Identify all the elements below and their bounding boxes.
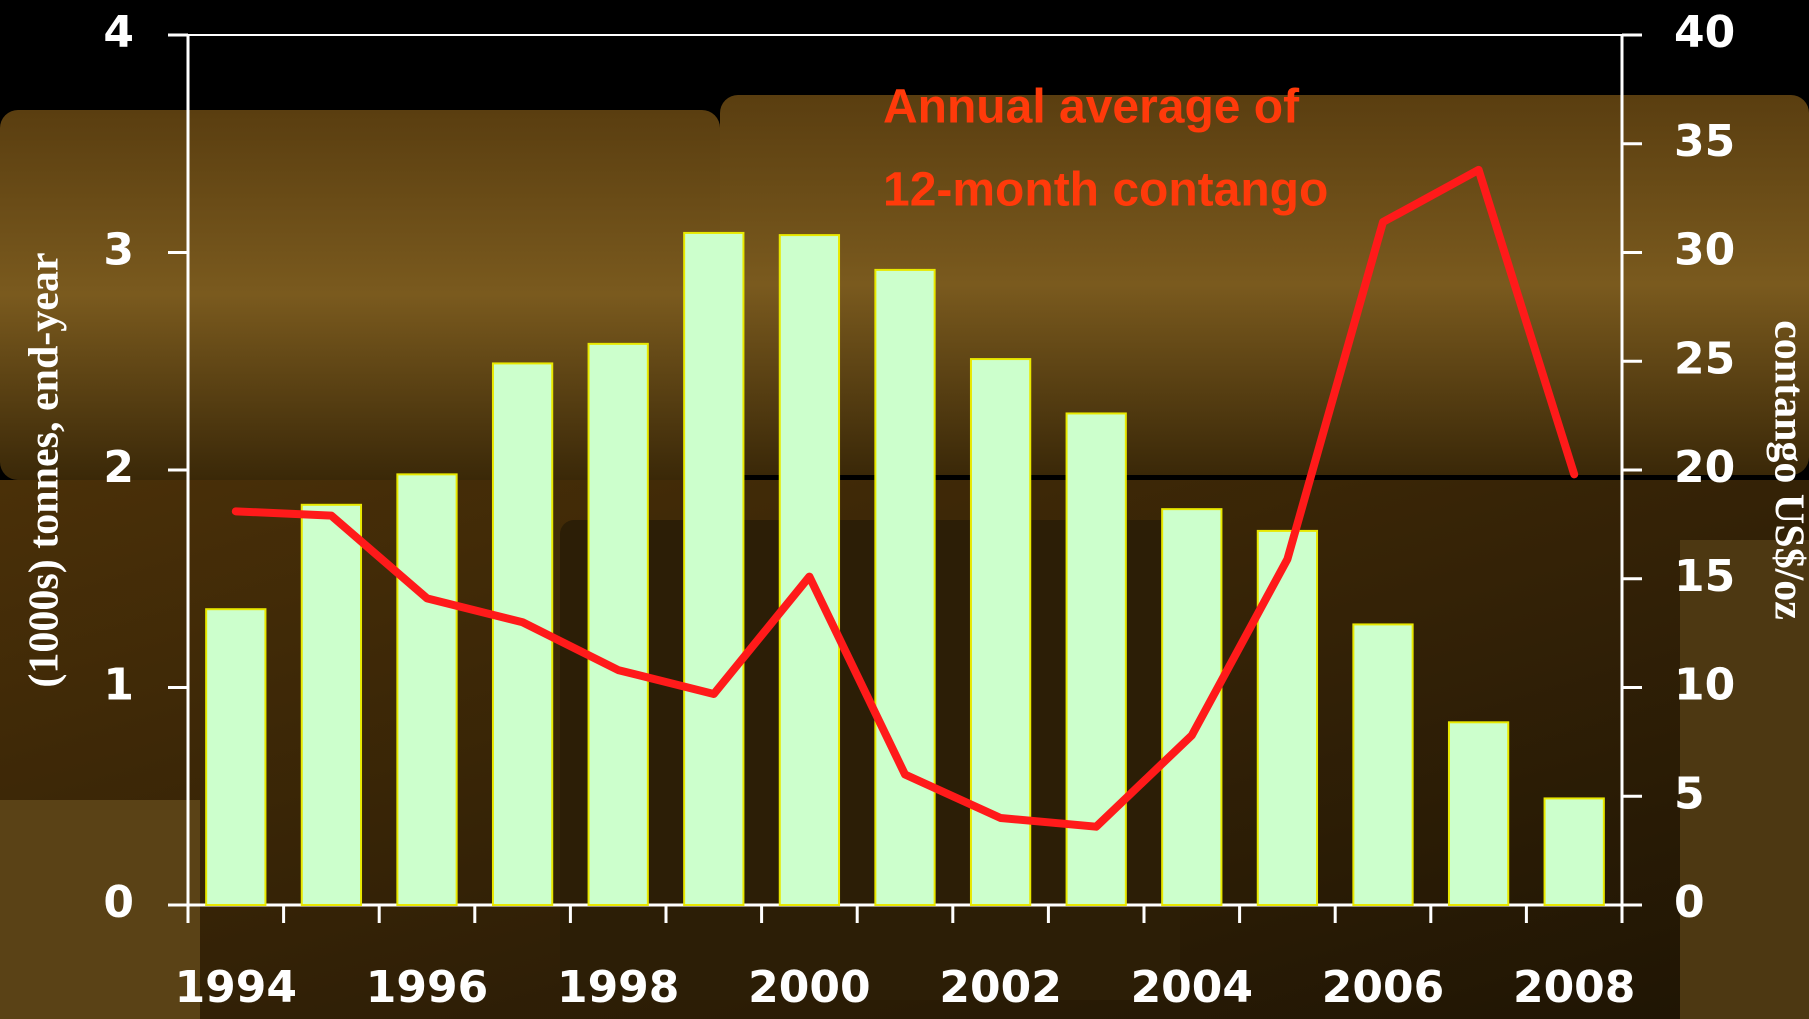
bar: [396, 473, 458, 906]
x-tick-label: 2004: [1131, 962, 1253, 1013]
y-tick-label: 3: [103, 225, 134, 276]
bar: [1543, 797, 1605, 906]
y-tick-label: 0: [103, 877, 134, 928]
bar: [205, 608, 267, 906]
bar: [683, 231, 745, 907]
x-tick-label: 1996: [366, 962, 488, 1013]
y2-tick-label: 40: [1674, 7, 1735, 58]
y2-tick-label: 5: [1674, 768, 1705, 819]
x-tick-label: 2002: [939, 962, 1061, 1013]
bar: [874, 268, 936, 906]
line: [231, 165, 1579, 831]
bar: [1447, 721, 1510, 906]
annotation: 12-month contango: [883, 164, 1328, 217]
y-tick-label: 2: [103, 442, 134, 493]
y2-tick-label: 30: [1674, 225, 1735, 276]
y2-tick-label: 35: [1674, 116, 1735, 167]
x-tick-label: 2006: [1322, 962, 1444, 1013]
annotation: Annual average of: [883, 81, 1300, 134]
y2-tick-label: 20: [1674, 442, 1735, 493]
y2-axis-title: contango US$/oz: [1765, 320, 1809, 620]
y-axis-title: (1000s) tonnes, end-year: [22, 252, 68, 687]
bar: [1161, 508, 1223, 906]
x-tick-label: 2000: [748, 962, 870, 1013]
bar: [1065, 412, 1127, 906]
x-tick-label: 2008: [1513, 962, 1635, 1013]
bar: [1352, 623, 1414, 906]
bar: [1256, 529, 1319, 907]
x-tick-label: 1994: [175, 962, 297, 1013]
y2-tick-label: 15: [1674, 551, 1735, 602]
y2-tick-label: 10: [1674, 660, 1735, 711]
y-tick-label: 4: [103, 7, 134, 58]
y2-tick-label: 0: [1674, 877, 1705, 928]
bar: [587, 342, 649, 907]
bar: [300, 503, 363, 906]
x-tick-label: 1998: [557, 962, 679, 1013]
y-tick-label: 1: [103, 660, 134, 711]
y2-tick-label: 25: [1674, 333, 1735, 384]
bar: [778, 234, 841, 907]
